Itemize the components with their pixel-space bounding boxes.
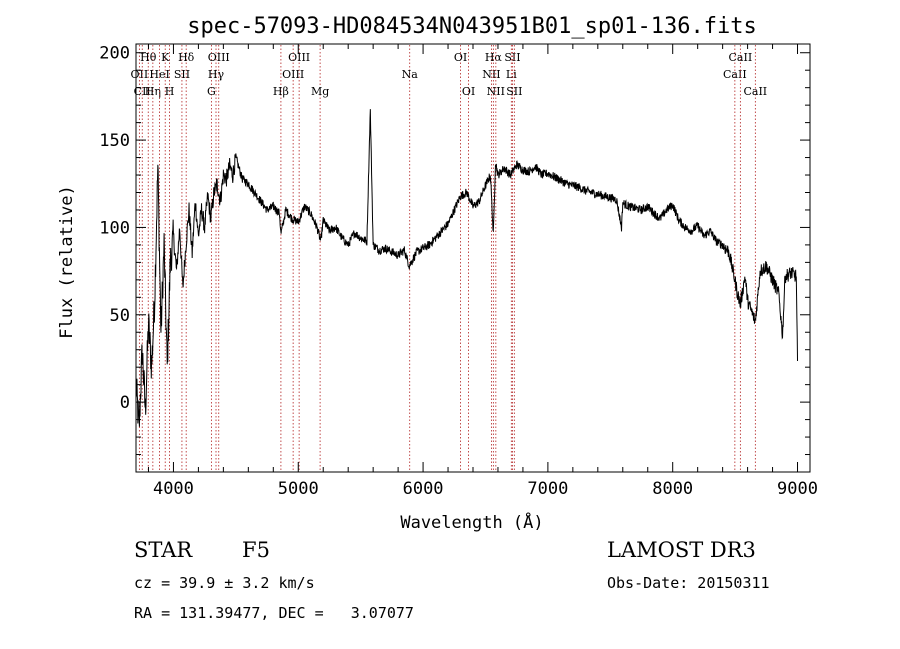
line-label-0: OII (131, 68, 149, 81)
y-tick-label-200: 200 (99, 44, 130, 64)
x-tick-label-6000: 6000 (403, 479, 444, 499)
line-label-13: OIII (282, 68, 304, 81)
line-label-2: Hθ (140, 51, 157, 64)
line-label-18: OI (462, 85, 475, 98)
line-label-14: OIII (288, 51, 310, 64)
y-axis-label: Flux (relative) (57, 185, 77, 339)
x-tick-label-7000: 7000 (527, 479, 568, 499)
line-label-22: Li (506, 68, 517, 81)
line-label-8: Hδ (178, 51, 195, 64)
line-label-27: CaII (743, 85, 767, 98)
line-label-23: SII (504, 51, 520, 64)
observation-date: Obs-Date: 20150311 (607, 574, 770, 592)
line-label-9: G (207, 85, 216, 98)
redshift-text: cz = 39.9 ± 3.2 km/s (134, 574, 315, 592)
line-label-24: SII (506, 85, 522, 98)
line-label-3: Hη (145, 85, 161, 98)
x-tick-label-8000: 8000 (652, 479, 693, 499)
object-class: STAR (134, 538, 193, 562)
line-label-10: Hγ (208, 68, 225, 81)
line-label-6: H (165, 85, 175, 98)
line-label-17: OI (454, 51, 467, 64)
survey-name: LAMOST DR3 (607, 538, 756, 562)
line-label-5: K (161, 51, 170, 64)
line-label-20: Hα (485, 51, 503, 64)
line-label-21: NII (487, 85, 505, 98)
x-axis-label: Wavelength (Å) (400, 511, 543, 533)
y-tick-label-0: 0 (120, 393, 130, 413)
coordinates-text: RA = 131.39477, DEC = 3.07077 (134, 604, 414, 622)
y-tick-label-50: 50 (110, 306, 130, 326)
y-tick-label-100: 100 (99, 218, 130, 238)
spectrum-chart: spec-57093-HD084534N043951B01_sp01-136.f… (57, 14, 818, 533)
line-label-15: Mg (311, 85, 329, 98)
line-label-19: NII (482, 68, 500, 81)
line-label-12: Hβ (273, 85, 289, 98)
plot-frame (135, 43, 811, 473)
x-tick-label-4000: 4000 (153, 479, 194, 499)
line-label-1: CII (134, 85, 151, 98)
x-tick-label-9000: 9000 (777, 479, 818, 499)
line-label-16: Na (402, 68, 419, 81)
flux-series-line (135, 109, 799, 427)
line-label-26: CaII (729, 51, 753, 64)
line-label-4: HeI (149, 68, 169, 81)
line-label-11: OIII (208, 51, 230, 64)
line-markers: OII CII Hθ Hη HeI K H SII Hδ G Hγ OIII Hβ OIII OIII Mg N… (131, 45, 767, 471)
line-label-25: CaII (723, 68, 747, 81)
line-label-7: SII (174, 68, 190, 81)
object-subclass: F5 (242, 538, 270, 562)
chart-title: spec-57093-HD084534N043951B01_sp01-136.f… (187, 14, 757, 39)
x-tick-label-5000: 5000 (278, 479, 319, 499)
axis-ticks: 4000 5000 6000 7000 8000 9000 0 50 100 150 200 (99, 44, 818, 499)
y-tick-label-150: 150 (99, 131, 130, 151)
